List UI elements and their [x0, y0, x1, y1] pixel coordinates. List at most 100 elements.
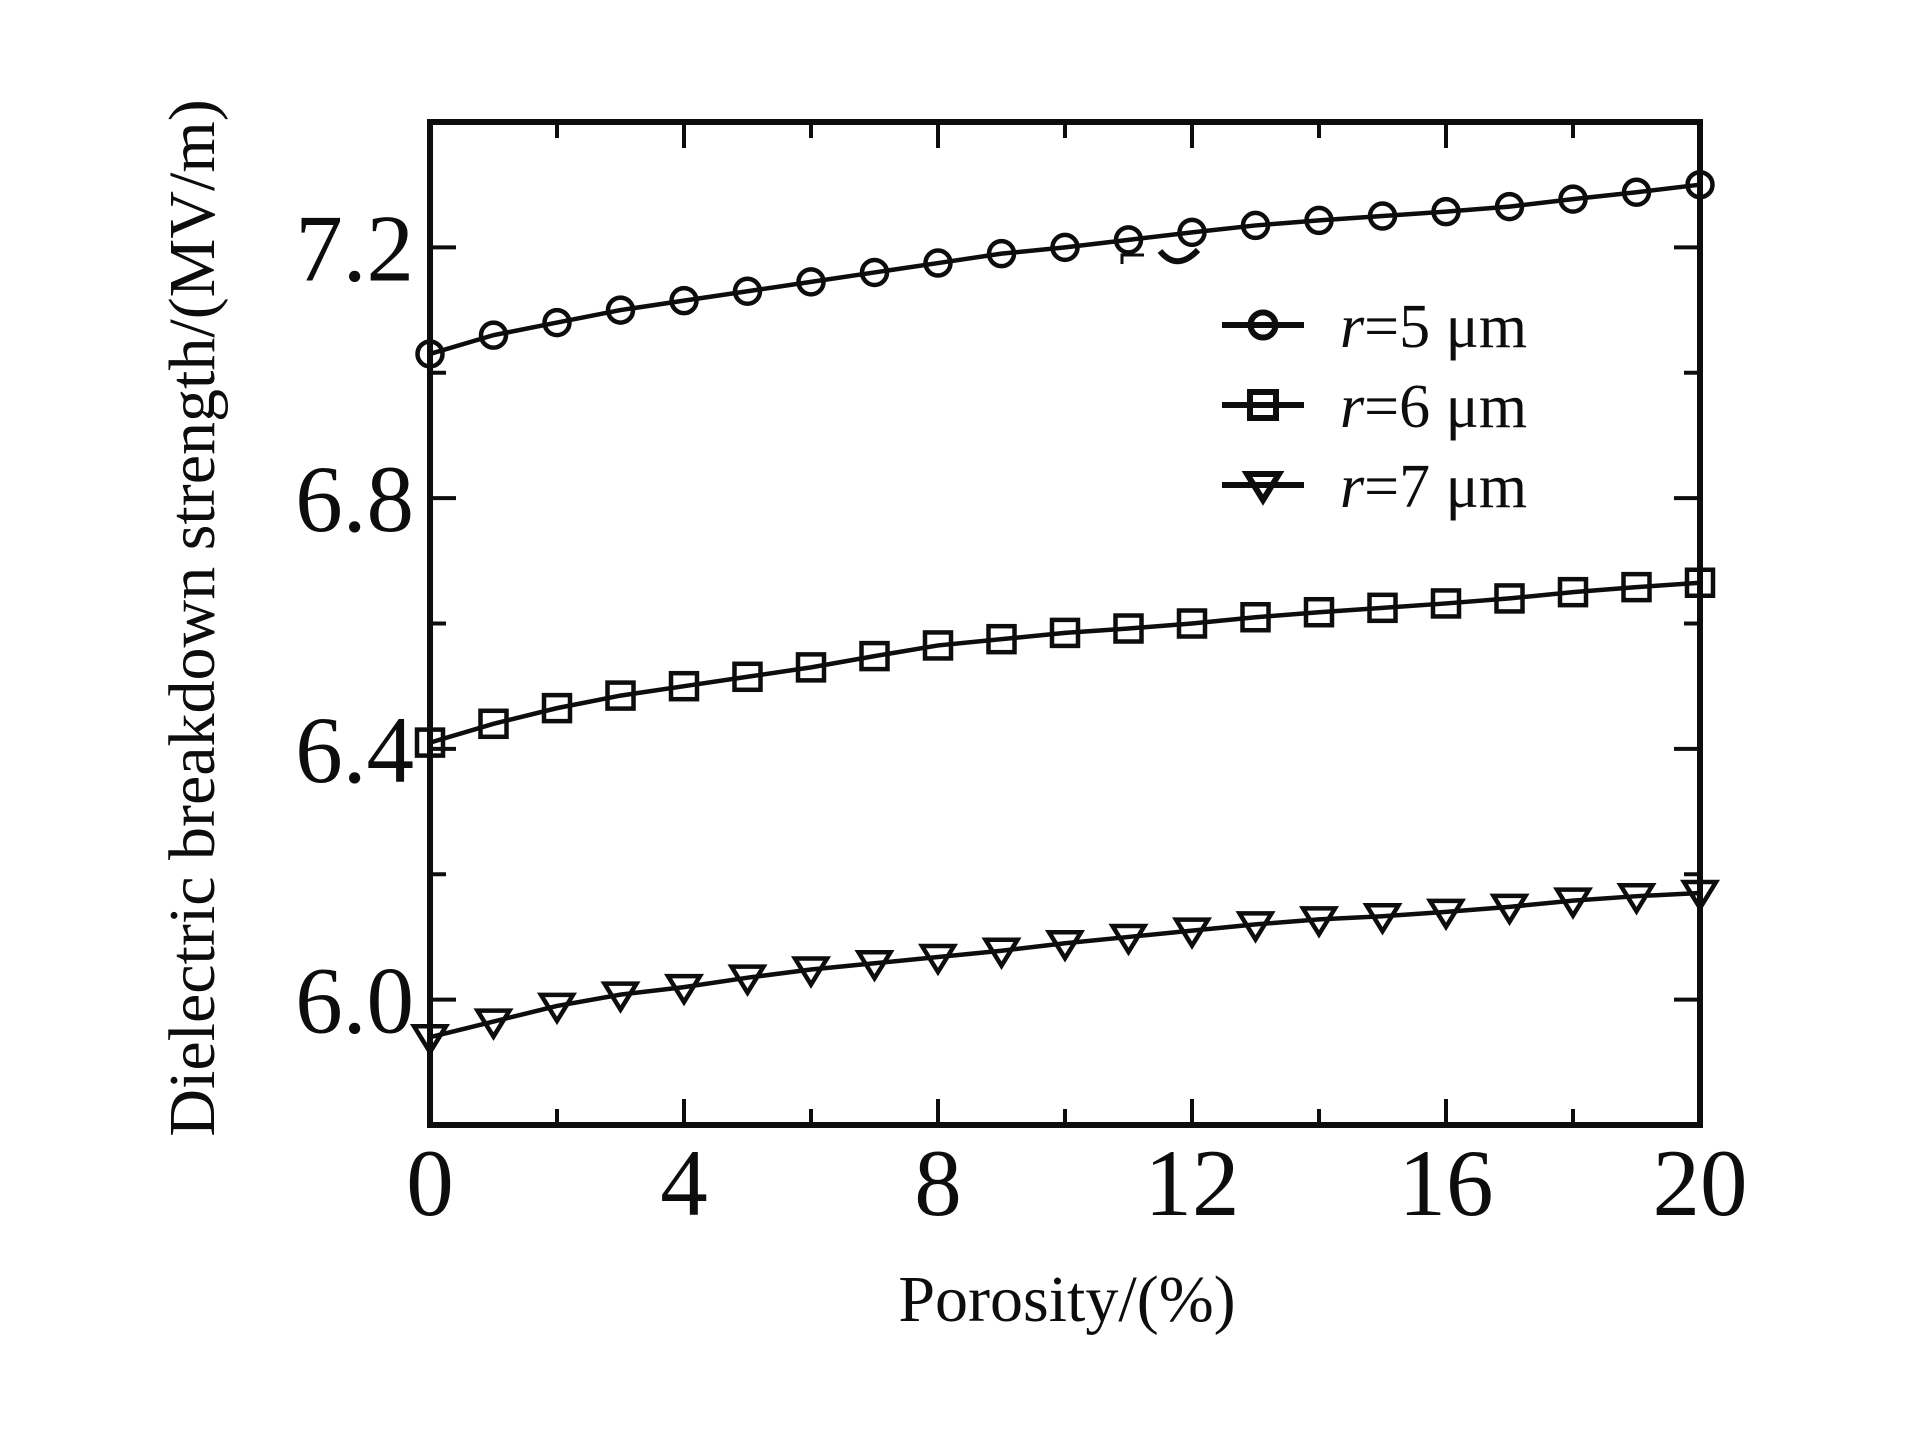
y-tick-label: 7.2 [295, 195, 414, 301]
square-marker [1494, 583, 1525, 614]
triangle-down-marker [409, 1023, 451, 1057]
stray-artifact-marks [1120, 247, 1201, 265]
square-marker [668, 670, 700, 702]
square-marker [1557, 576, 1589, 608]
triangle-down-marker [1171, 917, 1213, 950]
x-tick-label: 16 [1399, 1130, 1494, 1236]
x-axis-title: Porosity/(%) [898, 1263, 1236, 1336]
square-marker [1176, 608, 1208, 639]
y-tick-label: 6.4 [295, 697, 414, 803]
triangle-down-marker [790, 956, 832, 989]
square-marker [1303, 596, 1335, 628]
circle-marker [796, 267, 826, 297]
circle-marker [1304, 205, 1334, 236]
circle-marker [1113, 225, 1144, 255]
square-marker [1621, 571, 1652, 603]
circle-marker [542, 307, 572, 338]
legend-label: r=5 μm [1340, 293, 1527, 361]
triangle-down-marker [1235, 911, 1276, 944]
circle-marker [478, 320, 509, 350]
square-marker [986, 623, 1017, 655]
triangle-down-marker [1425, 898, 1467, 932]
x-tick-label: 0 [406, 1130, 454, 1236]
square-marker [795, 652, 827, 683]
legend-entry-1: r=5 μm [1222, 293, 1527, 361]
square-marker [541, 692, 573, 724]
square-marker [732, 661, 763, 693]
triangle-down-marker [1241, 471, 1285, 506]
series-r-7-um [409, 879, 1721, 1057]
triangle-down-marker [727, 964, 768, 997]
square-marker [1367, 592, 1398, 624]
legend-label: r=6 μm [1340, 373, 1527, 441]
circle-marker [1050, 232, 1080, 263]
triangle-down-marker [663, 973, 705, 1007]
circle-marker [669, 285, 699, 316]
triangle-down-marker [1044, 929, 1086, 963]
triangle-down-marker [1616, 882, 1657, 916]
circle-marker [923, 248, 953, 278]
square-marker [1113, 613, 1144, 644]
y-tick-label: 6.0 [295, 948, 414, 1054]
legend-entry-3: r=7 μm [1222, 453, 1527, 521]
artifact-mark-2 [1157, 247, 1201, 265]
series-line [429, 182, 1701, 357]
triangle-down-marker [917, 943, 959, 977]
triangle-down-marker [473, 1008, 514, 1041]
x-tick-label: 8 [914, 1130, 962, 1236]
triangle-down-marker [1552, 887, 1594, 920]
circle-marker [1621, 177, 1652, 207]
circle-marker [1240, 210, 1271, 241]
square-marker [1684, 567, 1716, 599]
data-series [409, 169, 1721, 1057]
triangle-down-marker [600, 981, 641, 1014]
triangle-down-marker [1108, 923, 1149, 957]
triangle-down-marker [854, 950, 895, 983]
triangle-down-marker [981, 937, 1022, 971]
square-marker [859, 640, 890, 672]
circle-marker [415, 339, 445, 369]
series-r-5-um [415, 169, 1715, 369]
triangle-down-marker [536, 992, 578, 1026]
series-line [429, 890, 1701, 1040]
x-tick-label: 20 [1653, 1130, 1748, 1236]
square-marker [1049, 617, 1081, 649]
y-tick-label: 6.8 [295, 446, 414, 552]
circle-marker [605, 295, 636, 325]
triangle-down-marker [1362, 903, 1403, 936]
series-r-6-um [414, 567, 1716, 758]
circle-marker [1558, 184, 1588, 214]
y-axis-title: Dielectric breakdown strength/(MV/m) [156, 99, 229, 1137]
artifact-mark-1 [1120, 253, 1144, 264]
series-line [429, 580, 1701, 745]
circle-marker [1177, 217, 1207, 248]
tick-labels: 0 4 8 12 16 20 6.0 6.4 6.8 7.2 [295, 195, 1747, 1236]
square-marker [922, 630, 954, 661]
square-marker [414, 727, 446, 758]
square-marker [1247, 389, 1279, 421]
square-marker [1430, 588, 1462, 619]
circle-marker [1367, 201, 1398, 231]
circle-marker [1431, 196, 1461, 227]
square-marker [605, 680, 636, 711]
plot-border [427, 119, 1703, 1128]
legend-entry-2: r=6 μm [1222, 373, 1527, 441]
square-marker [478, 708, 509, 740]
legend-label: r=7 μm [1340, 453, 1527, 521]
circle-marker [732, 276, 763, 307]
square-marker [1240, 601, 1271, 633]
circle-marker [1247, 309, 1279, 341]
circle-marker [1685, 169, 1715, 200]
plot-border-rect [427, 119, 1703, 1128]
circle-marker [1494, 191, 1525, 222]
x-tick-label: 4 [660, 1130, 708, 1236]
triangle-down-marker [1679, 879, 1721, 913]
circle-marker [986, 238, 1017, 269]
circle-marker [859, 257, 890, 288]
x-tick-label: 12 [1145, 1130, 1240, 1236]
legend: r=5 μm r=6 μm r=7 μm [1222, 293, 1527, 521]
axis-ticks [428, 122, 1702, 1125]
triangle-down-marker [1298, 906, 1340, 939]
